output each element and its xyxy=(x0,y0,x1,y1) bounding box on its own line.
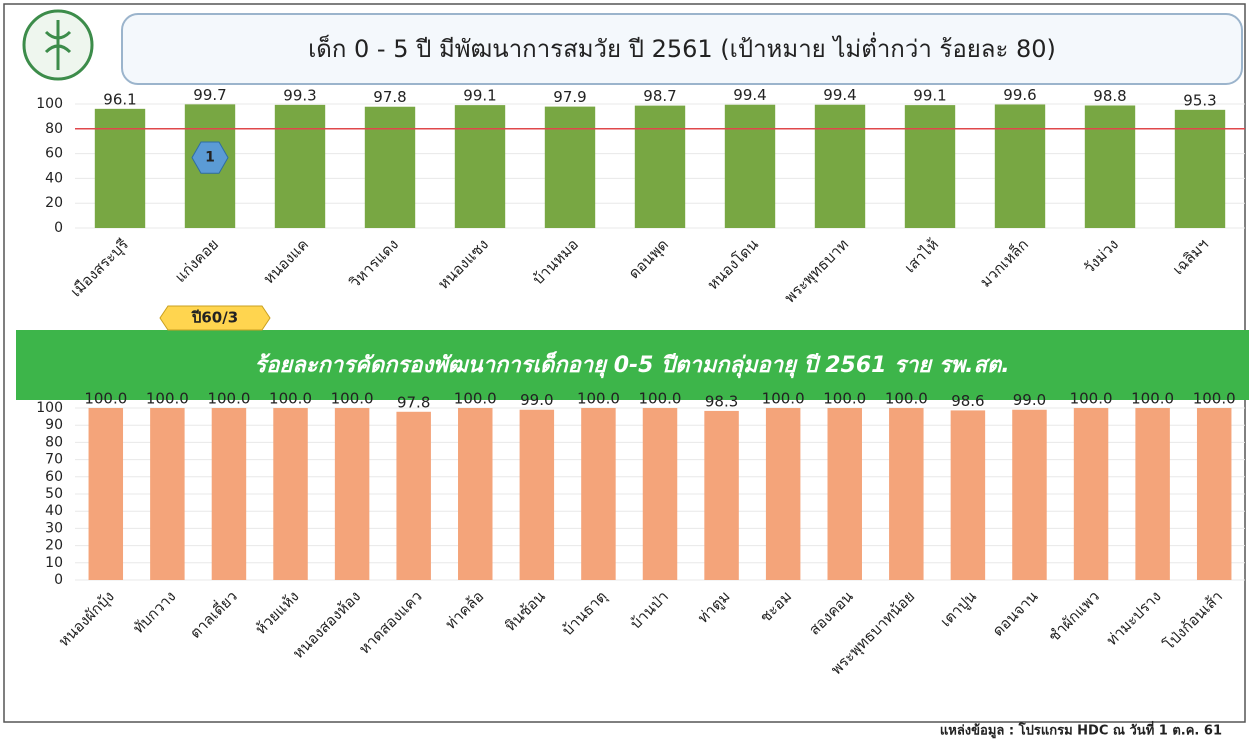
y-tick-label: 60 xyxy=(45,469,63,485)
y-tick-label: 40 xyxy=(45,170,63,186)
bar xyxy=(704,410,739,580)
data-label: 99.1 xyxy=(463,87,496,105)
data-label: 98.6 xyxy=(951,392,984,410)
data-label: 100.0 xyxy=(885,390,928,408)
bar xyxy=(1084,105,1136,228)
y-tick-label: 80 xyxy=(45,121,63,137)
bar xyxy=(519,409,555,580)
bar xyxy=(544,106,596,228)
logo-icon xyxy=(44,20,72,70)
bar xyxy=(94,108,146,228)
bar xyxy=(273,408,308,580)
bar xyxy=(274,104,326,228)
y-tick-label: 70 xyxy=(45,452,63,468)
data-label: 96.1 xyxy=(103,90,136,108)
title-banner xyxy=(16,330,1249,400)
data-label: 97.8 xyxy=(397,393,430,411)
data-label: 99.0 xyxy=(1013,391,1046,409)
bar xyxy=(1196,408,1232,580)
bar xyxy=(1174,109,1226,228)
data-label: 100.0 xyxy=(84,390,127,408)
data-label: 95.3 xyxy=(1183,91,1216,109)
tag-box xyxy=(159,305,271,331)
badge-shape xyxy=(191,141,229,174)
bar xyxy=(814,104,866,228)
y-tick-label: 50 xyxy=(45,486,63,502)
data-label: 100.0 xyxy=(1131,390,1174,408)
data-label: 98.7 xyxy=(643,87,676,105)
bar xyxy=(950,410,986,580)
data-label: 100.0 xyxy=(823,390,866,408)
bar xyxy=(889,408,924,580)
data-label: 100.0 xyxy=(1070,390,1113,408)
data-label: 99.3 xyxy=(283,86,316,104)
title-box xyxy=(121,13,1243,85)
bar xyxy=(211,408,247,580)
y-tick-label: 20 xyxy=(45,538,63,554)
chart-title: ร้อยละการคัดกรองพัฒนาการเด็กอายุ 0-5 ปีต… xyxy=(254,351,1009,379)
bar xyxy=(334,408,370,580)
badge: 1 xyxy=(205,150,215,166)
bar xyxy=(724,104,776,228)
bar xyxy=(396,411,431,580)
bar xyxy=(904,105,956,228)
y-tick-label: 10 xyxy=(45,555,63,571)
data-label: 97.9 xyxy=(553,88,586,106)
bar xyxy=(765,408,801,580)
data-label: 99.0 xyxy=(520,391,553,409)
data-label: 100.0 xyxy=(207,390,250,408)
bar xyxy=(364,106,416,228)
data-label: 99.4 xyxy=(823,86,856,104)
y-tick-label: 100 xyxy=(36,96,63,112)
chart-title: เด็ก 0 - 5 ปี มีพัฒนาการสมวัย ปี 2561 (เ… xyxy=(308,32,1056,63)
bar xyxy=(581,408,616,580)
data-label: 100.0 xyxy=(331,390,374,408)
data-label: 100.0 xyxy=(639,390,682,408)
tag: ปี60/3 xyxy=(191,309,238,327)
data-label: 99.7 xyxy=(193,86,226,104)
bar xyxy=(1073,408,1109,580)
data-label: 99.6 xyxy=(1003,86,1036,104)
y-tick-label: 80 xyxy=(45,434,63,450)
data-label: 100.0 xyxy=(454,390,497,408)
bar xyxy=(827,408,862,580)
y-tick-label: 0 xyxy=(54,220,63,236)
bar xyxy=(88,408,124,580)
data-label: 100.0 xyxy=(1193,390,1236,408)
y-tick-label: 90 xyxy=(45,417,63,433)
bar xyxy=(458,408,493,580)
y-tick-label: 100 xyxy=(36,400,63,416)
data-label: 97.8 xyxy=(373,88,406,106)
bar xyxy=(642,408,678,580)
y-tick-label: 30 xyxy=(45,520,63,536)
data-label: 100.0 xyxy=(146,390,189,408)
y-tick-label: 40 xyxy=(45,503,63,519)
bar xyxy=(1012,409,1047,580)
bar xyxy=(150,408,185,580)
source-note: แหล่งข้อมูล : โปรแกรม HDC ณ วันที่ 1 ต.ค… xyxy=(940,721,1222,739)
data-label: 100.0 xyxy=(577,390,620,408)
data-label: 100.0 xyxy=(269,390,312,408)
bar xyxy=(454,105,506,228)
bar xyxy=(634,105,686,228)
bar xyxy=(994,104,1046,228)
data-label: 98.3 xyxy=(705,392,738,410)
y-tick-label: 0 xyxy=(54,572,63,588)
y-tick-label: 60 xyxy=(45,146,63,162)
data-label: 99.4 xyxy=(733,86,766,104)
data-label: 98.8 xyxy=(1093,87,1126,105)
bar xyxy=(1135,408,1170,580)
y-tick-label: 20 xyxy=(45,195,63,211)
data-label: 99.1 xyxy=(913,87,946,105)
data-label: 100.0 xyxy=(762,390,805,408)
